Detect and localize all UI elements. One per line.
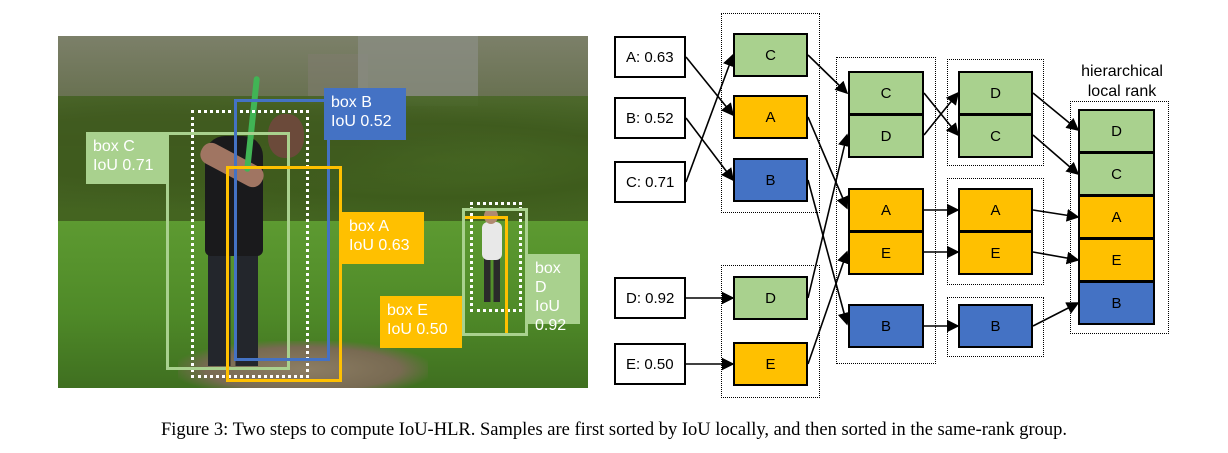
arrow-c-to-rank1	[807, 54, 849, 95]
local-node-c: C	[733, 33, 808, 77]
sorted-node-b: B	[958, 304, 1033, 348]
arrow-c-to-c	[685, 53, 736, 183]
arrow-a-to-rank2	[807, 116, 849, 210]
hlr-diagram: A: 0.63 B: 0.52 C: 0.71 D: 0.92 E: 0.50 …	[600, 0, 1228, 400]
box-e-label: box E IoU 0.50	[380, 296, 462, 348]
child-legs	[484, 258, 500, 302]
sorted-group-1	[947, 59, 1044, 166]
arrow-b-to-b	[685, 117, 734, 182]
baseball-photo: box C IoU 0.71 box B IoU 0.52 box A IoU …	[58, 36, 588, 388]
sorted-node-e: E	[958, 231, 1033, 275]
rank2-node-a: A	[848, 188, 924, 232]
box-b-outline	[234, 99, 330, 361]
sorted-node-d: D	[958, 71, 1033, 115]
local-node-e: E	[733, 342, 808, 386]
child-body	[482, 222, 502, 260]
score-d: D: 0.92	[614, 277, 686, 319]
hlr-group	[1070, 101, 1169, 334]
arrow-b-to-rank3	[807, 179, 851, 326]
batter-legs	[208, 248, 258, 366]
local-group-2	[721, 265, 820, 398]
local-node-b: B	[733, 158, 808, 202]
hlr-node-d: D	[1078, 109, 1155, 153]
arrow-e-to-rank2	[807, 250, 850, 365]
hlr-title: hierarchical local rank	[1081, 63, 1163, 100]
hlr-arrows	[685, 53, 1080, 371]
sorted-group-2	[947, 178, 1044, 285]
local-node-d: D	[733, 276, 808, 320]
local-group-1	[721, 13, 820, 213]
sorted-group-3	[947, 297, 1044, 357]
score-e: E: 0.50	[614, 343, 686, 385]
box-b-label: box B IoU 0.52	[324, 88, 406, 140]
figure-caption: Figure 3: Two steps to compute IoU-HLR. …	[160, 420, 1068, 440]
box-d-label: box D IoU 0.92	[528, 254, 580, 334]
hlr-node-e: E	[1078, 238, 1155, 282]
score-a: A: 0.63	[614, 36, 686, 78]
rank2-node-e: E	[848, 231, 924, 275]
score-c: C: 0.71	[614, 161, 686, 203]
hlr-node-a: A	[1078, 195, 1155, 239]
rank3-node-b: B	[848, 304, 924, 348]
rank-group-all	[836, 57, 936, 364]
sorted-node-c: C	[958, 114, 1033, 158]
hlr-node-c: C	[1078, 152, 1155, 196]
arrow-d-to-rank1	[807, 133, 851, 299]
rank1-node-c: C	[848, 71, 924, 115]
hlr-node-b: B	[1078, 281, 1155, 325]
local-node-a: A	[733, 95, 808, 139]
box-a-label: box A IoU 0.63	[342, 212, 424, 264]
gt-box-child	[470, 202, 522, 312]
score-b: B: 0.52	[614, 97, 686, 139]
sorted-node-a: A	[958, 188, 1033, 232]
arrow-a-to-a	[685, 56, 735, 117]
box-c-label: box C IoU 0.71	[86, 132, 166, 184]
arrow-d-swap	[923, 91, 960, 136]
box-d-outline	[462, 208, 528, 336]
batter-head	[268, 114, 304, 158]
rank1-node-d: D	[848, 114, 924, 158]
gt-box-batter	[191, 110, 309, 378]
box-a-outline	[226, 166, 342, 382]
